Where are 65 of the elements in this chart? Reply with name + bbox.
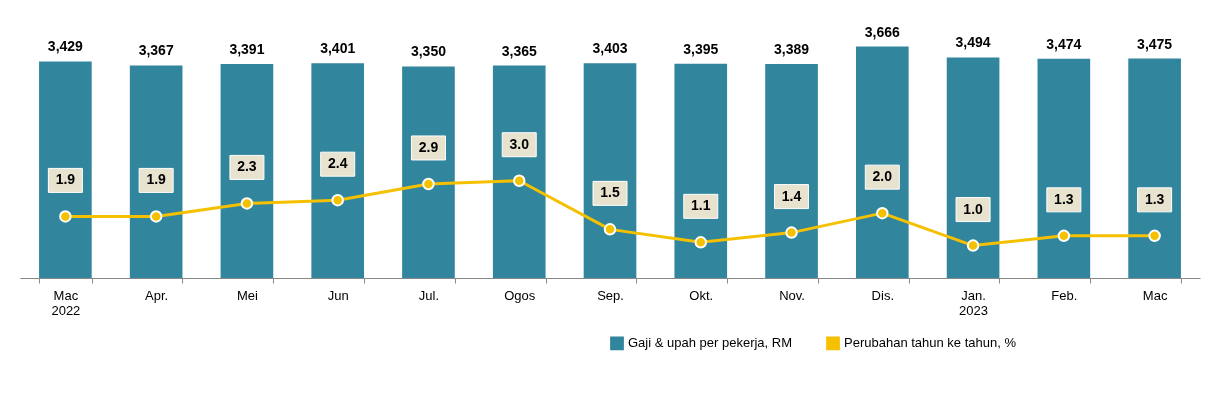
data-label: 2.0 xyxy=(872,168,893,185)
data-label: 3,389 xyxy=(774,41,810,58)
point xyxy=(331,193,344,207)
data-label: 1.1 xyxy=(691,197,711,214)
data-label: 3,429 xyxy=(47,38,84,55)
data-label: 3,350 xyxy=(410,43,447,60)
data-label: 3,403 xyxy=(592,40,628,57)
x-tick-label: Nov. xyxy=(779,287,805,303)
data-label: 3.0 xyxy=(509,135,530,152)
data-label: 3,494 xyxy=(955,34,991,51)
data-label: 1.9 xyxy=(55,171,76,188)
x-tick-label: Ogos xyxy=(504,287,536,303)
data-label: 3,666 xyxy=(864,23,901,40)
x-tick-label: Jul. xyxy=(418,287,440,303)
bar xyxy=(1128,58,1181,278)
bar xyxy=(129,65,183,278)
point xyxy=(694,236,708,249)
point xyxy=(1057,229,1071,243)
data-label: 2.9 xyxy=(418,138,439,155)
data-label: 1.9 xyxy=(146,171,167,188)
bar xyxy=(402,66,455,278)
data-label: 1.3 xyxy=(1144,190,1165,207)
bar xyxy=(39,61,92,278)
x-tick-label: Apr. xyxy=(145,287,169,303)
data-label: 3,401 xyxy=(320,40,356,57)
x-tick-label: Jun xyxy=(327,287,349,303)
x-tick-label: Jan. 2023 xyxy=(959,287,989,318)
x-tick-label: Mac 2022 xyxy=(51,287,81,318)
bar xyxy=(311,63,365,278)
point xyxy=(785,226,798,239)
x-tick-label: Feb. xyxy=(1051,287,1078,303)
data-label: 1.4 xyxy=(781,187,802,204)
data-label: 3,391 xyxy=(229,40,265,57)
point xyxy=(1148,229,1161,243)
point xyxy=(876,206,889,220)
legend-label: Gaji & upah per pekerja, RM xyxy=(628,335,793,351)
data-label: 2.4 xyxy=(327,155,348,172)
point xyxy=(422,177,435,191)
point xyxy=(603,223,617,236)
bar xyxy=(492,65,546,278)
data-label: 3,365 xyxy=(501,42,537,59)
point xyxy=(240,197,254,210)
data-label: 2.3 xyxy=(237,158,257,175)
point xyxy=(149,210,163,223)
point xyxy=(59,210,72,223)
legend-label: Perubahan tahun ke tahun, % xyxy=(844,335,1017,351)
data-label: 3,475 xyxy=(1137,35,1173,52)
bar xyxy=(765,64,818,278)
point xyxy=(512,174,526,187)
x-tick-label: Mac xyxy=(1142,287,1168,303)
x-tick-label: Sep. xyxy=(597,287,624,303)
bar xyxy=(220,63,274,278)
bar xyxy=(855,46,909,278)
x-tick-label: Dis. xyxy=(871,287,894,303)
x-tick-label: Okt. xyxy=(689,287,714,303)
data-label: 1.3 xyxy=(1054,190,1074,207)
bar xyxy=(1037,58,1091,278)
data-label: 3,395 xyxy=(683,40,719,57)
bar xyxy=(674,63,728,278)
data-label: 3,367 xyxy=(138,42,174,59)
data-label: 1.5 xyxy=(600,184,620,201)
data-label: 3,474 xyxy=(1046,35,1082,52)
x-tick-label: Mei xyxy=(236,287,259,303)
data-label: 1.0 xyxy=(963,200,984,217)
point xyxy=(966,239,980,252)
